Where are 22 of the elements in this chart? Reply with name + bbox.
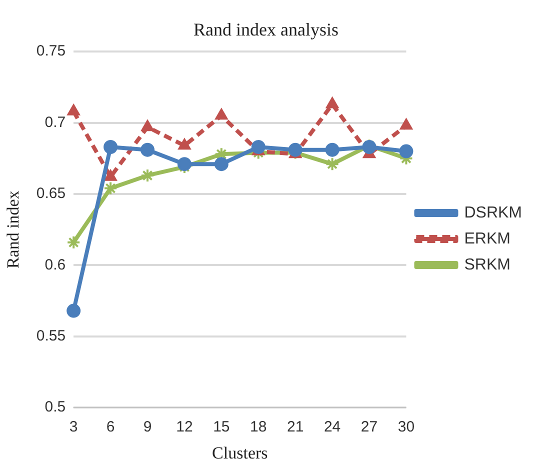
legend-label: SRKM — [464, 256, 510, 274]
y-tick-label: 0.65 — [36, 185, 66, 202]
x-tick-label: 21 — [287, 418, 304, 436]
x-tick-label: 12 — [176, 418, 193, 436]
x-tick-label: 30 — [398, 418, 415, 436]
x-tick-label: 24 — [324, 418, 341, 436]
chart-title: Rand index analysis — [194, 20, 338, 40]
x-tick-label: 3 — [69, 418, 78, 436]
x-tick-label: 27 — [360, 418, 378, 436]
y-tick-label: 0.6 — [44, 256, 66, 274]
y-tick-label: 0.55 — [36, 328, 66, 345]
legend-label: ERKM — [464, 230, 510, 248]
x-tick-label: 15 — [213, 418, 230, 436]
y-axis-title: Rand index — [4, 190, 23, 269]
y-tick-label: 0.7 — [44, 114, 66, 131]
x-tick-label: 9 — [143, 418, 152, 436]
x-tick-label: 18 — [250, 418, 267, 436]
y-tick-label: 0.5 — [44, 398, 66, 416]
x-axis-title: Clusters — [212, 443, 268, 462]
legend-label: DSRKM — [464, 204, 522, 222]
x-tick-label: 6 — [106, 418, 115, 436]
y-tick-label: 0.75 — [36, 42, 66, 60]
